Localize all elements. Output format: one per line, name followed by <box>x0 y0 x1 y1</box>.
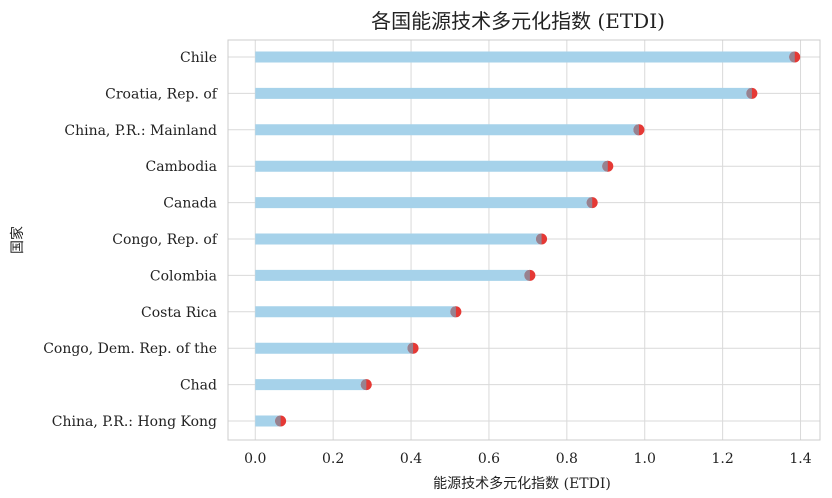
y-tick-label: China, P.R.: Mainland <box>64 123 217 139</box>
x-tick-labels: 0.0 0.2 0.4 0.6 0.8 1.0 1.2 1.4 <box>244 451 812 467</box>
y-tick-label: China, P.R.: Hong Kong <box>52 414 217 430</box>
y-tick-label: Chile <box>180 50 217 66</box>
y-tick-label: Colombia <box>150 268 217 284</box>
lollipop-dot-shade <box>275 415 281 427</box>
chart-title: 各国能源技术多元化指数 (ETDI) <box>371 9 665 33</box>
y-tick-label: Cambodia <box>145 159 217 175</box>
lollipop-series <box>255 51 801 427</box>
x-tick-label: 1.4 <box>789 451 811 467</box>
plot-frame <box>227 39 821 441</box>
y-tick-label: Congo, Rep. of <box>112 232 219 248</box>
y-tick-label: Croatia, Rep. of <box>105 86 219 102</box>
x-tick-label: 1.2 <box>711 451 733 467</box>
x-tick-label: 0.8 <box>556 451 578 467</box>
y-tick-label: Costa Rica <box>141 305 217 321</box>
lollipop-dot-shade <box>746 87 752 99</box>
y-axis-label: 国家 <box>9 226 26 254</box>
lollipop-dot-shade <box>789 51 795 63</box>
lollipop-dot-shade <box>524 269 530 281</box>
x-axis-label: 能源技术多元化指数 (ETDI) <box>433 475 611 492</box>
lollipop-dot-shade <box>407 342 414 354</box>
lollipop-dot-shade <box>450 306 456 318</box>
x-tick-label: 0.4 <box>400 451 422 467</box>
x-tick-label: 1.0 <box>634 451 656 467</box>
x-tick-label: 0.0 <box>244 451 266 467</box>
y-tick-labels: Chile Croatia, Rep. of China, P.R.: Mainla… <box>43 50 219 430</box>
lollipop-dot-shade <box>360 379 367 391</box>
lollipop-dot-shade <box>586 197 593 209</box>
lollipop-dot-shade <box>536 233 542 245</box>
y-tick-label: Canada <box>163 196 217 212</box>
lollipop-dot-shade <box>602 160 608 172</box>
x-tick-label: 0.2 <box>322 451 344 467</box>
lollipop-dot-shade <box>633 124 639 136</box>
y-tick-label: Congo, Dem. Rep. of the <box>43 341 217 357</box>
x-tick-label: 0.6 <box>478 451 500 467</box>
y-tick-label: Chad <box>180 378 217 394</box>
